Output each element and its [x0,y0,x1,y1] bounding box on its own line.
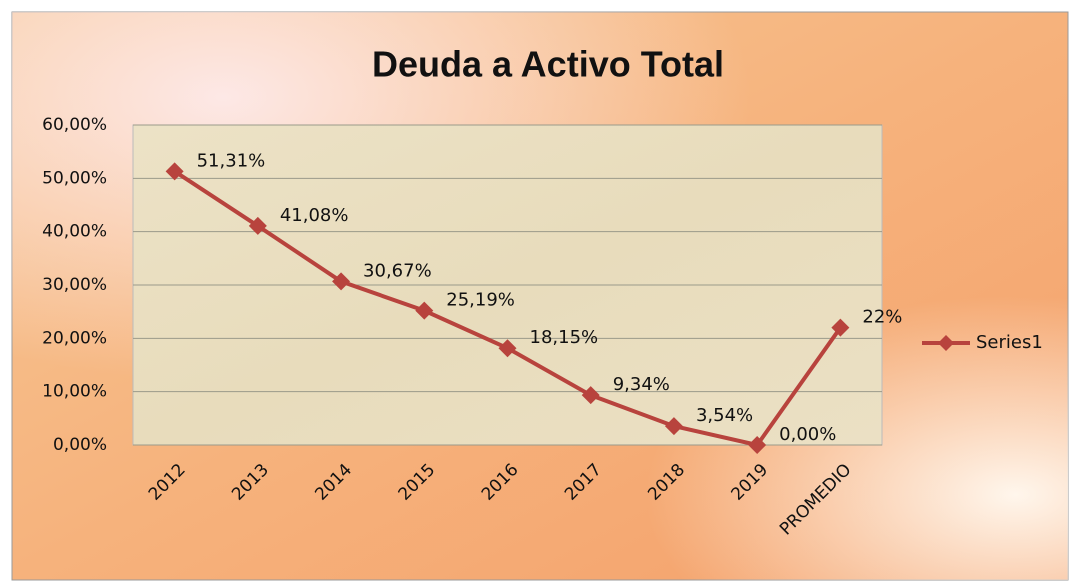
marker [748,436,767,454]
y-tick-label: 30,00% [42,275,107,295]
chart-title: Deuda a Activo Total [372,44,724,85]
marker [831,318,850,337]
data-label: 18,15% [530,327,599,348]
y-tick-label: 60,00% [42,115,107,135]
marker [581,386,600,405]
marker [415,301,434,320]
marker [498,339,517,358]
y-tick-label: 0,00% [53,435,107,455]
marker [332,272,351,291]
data-label: 3,54% [696,405,753,426]
data-label: 41,08% [280,205,349,226]
data-label: 51,31% [197,150,266,171]
y-tick-label: 10,00% [42,382,107,402]
data-label: 25,19% [446,290,515,311]
data-label: 0,00% [779,424,836,445]
y-tick-label: 50,00% [42,168,107,188]
data-label: 9,34% [613,374,670,395]
y-tick-label: 40,00% [42,222,107,242]
marker [248,216,267,235]
marker [664,417,683,436]
data-label: 30,67% [363,260,432,281]
legend-label: Series1 [976,332,1043,353]
legend-marker [938,335,954,351]
data-label: 22% [862,307,902,328]
y-tick-label: 20,00% [42,328,107,348]
marker [165,162,184,181]
